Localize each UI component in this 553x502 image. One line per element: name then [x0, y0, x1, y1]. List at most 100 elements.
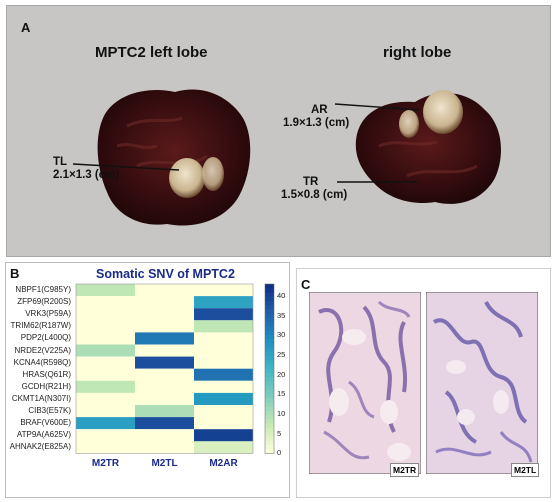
heatmap-cell [194, 332, 253, 345]
colorbar-segment [265, 398, 274, 404]
colorbar-segment [265, 394, 274, 399]
heatmap-cell [135, 429, 194, 442]
ar-nodule [423, 90, 463, 134]
heatmap-row-label: AHNAK2(E825A) [9, 442, 71, 452]
colorbar-tick-label: 0 [277, 448, 282, 458]
m2tl-image-label: M2TL [511, 463, 540, 477]
colorbar-segment [265, 402, 274, 408]
heatmap-column-label: M2TR [91, 458, 120, 470]
heatmap-cell [135, 441, 194, 454]
colorbar-tick-label: 40 [277, 290, 286, 300]
heatmap-cell [135, 284, 194, 297]
tl-nodule [169, 158, 205, 198]
m2tr-image-label: M2TR [390, 463, 420, 477]
heatmap-cell [194, 380, 253, 393]
heatmap-cell [76, 332, 135, 345]
heatmap-cell [76, 296, 135, 309]
colorbar-segment [265, 385, 274, 391]
colorbar-tick-label: 35 [277, 310, 286, 320]
panel-b: B Somatic SNV of MPTC2 NBPF1(C985Y) ZFP69… [5, 262, 290, 498]
colorbar-segment [265, 360, 274, 365]
tl-annotation: TL 2.1×1.3 (cm) [53, 156, 119, 182]
heatmap-row-label: BRAF(V600E) [20, 418, 71, 428]
colorbar-segment [265, 300, 274, 306]
heatmap-cell [135, 417, 194, 430]
panel-c-label: C [301, 277, 311, 292]
colorbar-segment [265, 411, 274, 416]
heatmap-title: Somatic SNV of MPTC2 [96, 267, 235, 281]
histology-image-m2tl [426, 292, 538, 474]
colorbar-segment [265, 389, 274, 395]
thyroid-specimen-photo [72, 89, 501, 226]
heatmap-row-label: TRIM62(R187W) [10, 321, 71, 331]
heatmap-row-label: HRAS(Q61R) [22, 369, 71, 379]
colorbar-segment [265, 296, 274, 302]
ar-leader-line [334, 103, 420, 111]
heatmap-cell [135, 392, 194, 405]
heatmap-frame [75, 283, 254, 454]
tl-leader-line [72, 163, 180, 171]
colorbar-segment [265, 330, 274, 336]
colorbar-segment [265, 427, 274, 433]
tl-label: TL [53, 156, 68, 168]
colorbar-tick-label: 25 [277, 349, 286, 359]
colorbar-segment [265, 351, 274, 357]
heatmap-cell [194, 441, 253, 454]
heatmap-row-label: ATP9A(A625V) [16, 430, 71, 440]
heatmap-cell [194, 308, 253, 321]
heatmap-cell [76, 308, 135, 321]
heatmap-row-label: PDP2(L400Q) [20, 333, 71, 343]
heatmap-cell [76, 441, 135, 454]
ar-annotation: AR 1.9×1.3 (cm) [283, 104, 349, 130]
colorbar-segment [265, 347, 274, 353]
tr-annotation: TR 1.5×0.8 (cm) [281, 176, 347, 202]
tr-size: 1.5×0.8 (cm) [281, 189, 348, 201]
colorbar-segment [265, 309, 274, 315]
colorbar-tick-label: 30 [277, 330, 286, 340]
colorbar-tick-label: 15 [277, 389, 286, 399]
colorbar-segment [265, 313, 274, 319]
colorbar-segment [265, 432, 274, 437]
colorbar-segment [265, 326, 274, 332]
panel-a: A MPTC2 left lobe right lobe TL 2.1×1.3 … [6, 5, 551, 257]
colorbar-segment [265, 377, 274, 382]
heatmap-cell [135, 308, 194, 321]
tl-size: 2.1×1.3 (cm) [53, 169, 120, 181]
colorbar-segment [265, 423, 274, 429]
heatmap-cell [76, 392, 135, 405]
heatmap-cell [76, 417, 135, 430]
heatmap-column-label: M2TL [151, 458, 178, 470]
heatmap-cell [135, 405, 194, 418]
heatmap-cell [135, 356, 194, 369]
colorbar-segment [265, 288, 274, 293]
panel-b-label: B [10, 266, 20, 281]
colorbar-segment [265, 368, 274, 374]
colorbar-frame [264, 283, 275, 454]
colorbar-segment [265, 415, 274, 421]
heatmap-cell [76, 320, 135, 333]
heatmap-cell [194, 356, 253, 369]
heatmap-cell [194, 417, 253, 430]
heatmap-cell [135, 344, 194, 357]
ar-size: 1.9×1.3 (cm) [283, 117, 350, 129]
heatmap-cell [135, 296, 194, 309]
heatmap-row-label: CKMT1A(N307I) [11, 393, 71, 403]
heatmap-cell [76, 284, 135, 297]
heatmap-cell [76, 356, 135, 369]
heatmap-cell [76, 405, 135, 418]
colorbar-segment [265, 419, 274, 425]
colorbar-segment [265, 334, 274, 340]
panel-a-label: A [21, 20, 31, 35]
heatmap-cell [135, 332, 194, 345]
heatmap-row-label: ZFP69(R200S) [17, 297, 71, 307]
heatmap-row-label: NRDE2(V225A) [14, 345, 71, 355]
left-lobe-tissue [97, 89, 251, 226]
heatmap-svg [75, 283, 275, 454]
heatmap-cell [135, 320, 194, 333]
left-lobe-title: MPTC2 left lobe [95, 44, 208, 61]
colorbar-segment [265, 343, 274, 349]
heatmap-cell [76, 344, 135, 357]
heatmap-cell [194, 344, 253, 357]
heatmap-cell [76, 368, 135, 381]
heatmap-row-label: NBPF1(C985Y) [15, 285, 71, 294]
